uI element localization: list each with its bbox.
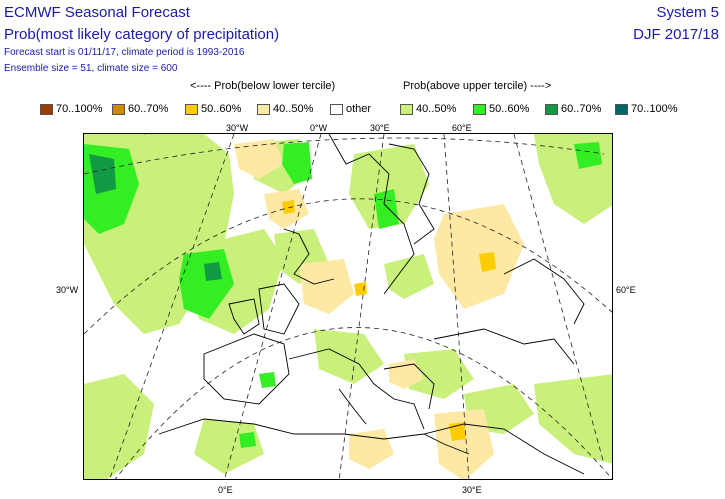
legend-below-heading: <---- Prob(below lower tercile): [190, 80, 336, 92]
lon-label-top: 30°W: [226, 123, 249, 133]
map-canvas: [84, 134, 612, 479]
above-50-60-areas: [84, 142, 602, 448]
lon-label-bottom: 0°E: [218, 485, 233, 495]
graticule-lines: [84, 134, 612, 479]
lon-label-bottom: 30°E: [462, 485, 482, 495]
legend-swatch: [185, 104, 198, 115]
coastlines: [158, 134, 585, 475]
legend-swatch: [615, 104, 628, 115]
lat-label-left: 30°W: [56, 285, 79, 295]
above-40-50-areas: [84, 134, 612, 479]
season-label: DJF 2017/18: [633, 26, 719, 43]
lon-label-top: 60°E: [452, 123, 472, 133]
above-60-70-areas: [89, 154, 222, 281]
ensemble-size-info: Ensemble size = 51, climate size = 600: [4, 63, 178, 74]
lat-label-right: 60°E: [616, 285, 636, 295]
legend-swatch: [400, 104, 413, 115]
forecast-title: ECMWF Seasonal Forecast: [4, 4, 190, 21]
legend-swatch: [112, 104, 125, 115]
forecast-subtitle: Prob(most likely category of precipitati…: [4, 26, 280, 43]
forecast-start-info: Forecast start is 01/11/17, climate peri…: [4, 47, 245, 58]
precipitation-probability-map: [83, 133, 613, 480]
system-label: System 5: [656, 4, 719, 21]
legend-swatch: [330, 104, 343, 115]
legend-swatch: [40, 104, 53, 115]
legend-swatch: [257, 104, 270, 115]
below-50-60-areas: [282, 200, 496, 441]
legend-swatch: [545, 104, 558, 115]
lon-label-top: 30°E: [370, 123, 390, 133]
lon-label-top: 0°W: [310, 123, 328, 133]
legend-above-heading: Prob(above upper tercile) ---->: [403, 80, 552, 92]
below-40-50-areas: [234, 139, 524, 479]
legend-swatch: [473, 104, 486, 115]
